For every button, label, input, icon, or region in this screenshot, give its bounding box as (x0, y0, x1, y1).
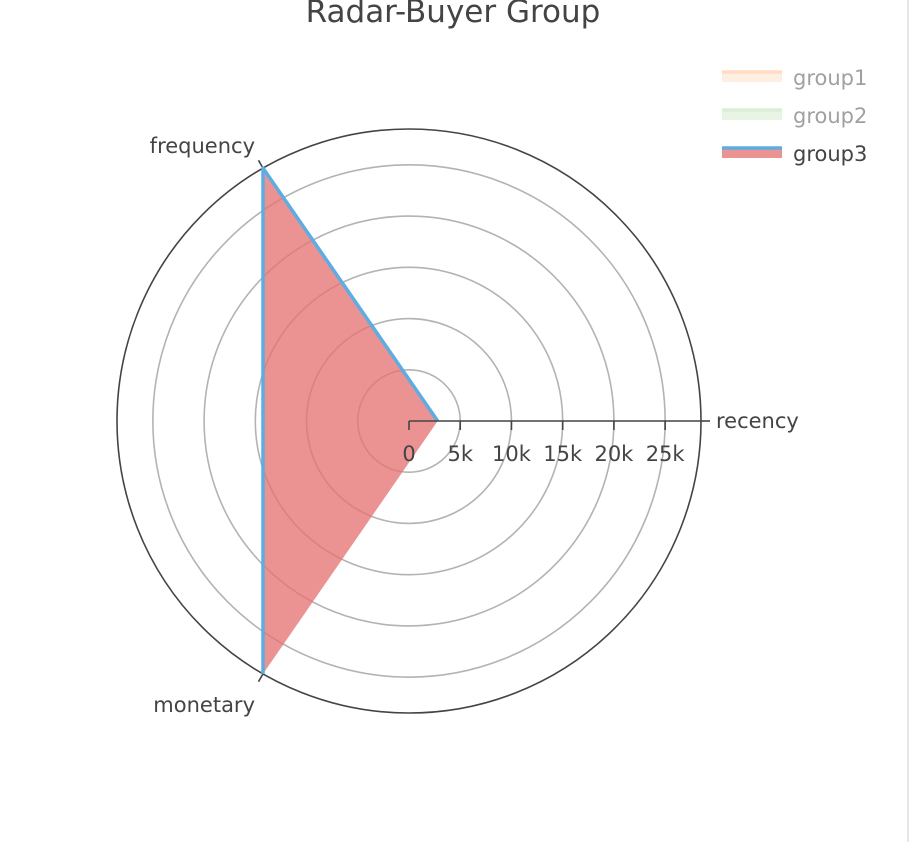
radial-tick-label-25000: 25k (646, 442, 686, 466)
angular-tick-monetary (259, 674, 264, 682)
legend-label-group2: group2 (793, 104, 867, 128)
radial-tick-label-10000: 10k (492, 442, 532, 466)
legend[interactable]: group1 group2 group3 (722, 66, 867, 166)
radial-tick-label-5000: 5k (447, 442, 473, 466)
radial-tick-label-20000: 20k (594, 442, 634, 466)
radial-tick-label-15000: 15k (543, 442, 583, 466)
window-edge (907, 0, 909, 842)
legend-item-group1[interactable]: group1 (722, 66, 867, 90)
axis-label-recency: recency (716, 409, 799, 433)
radial-ticks: 0 5k 10k 15k 20k 25k (402, 421, 701, 466)
chart-title: Radar-Buyer Group (306, 0, 601, 30)
axis-label-monetary: monetary (153, 693, 255, 717)
legend-item-group2[interactable]: group2 (722, 104, 867, 128)
axis-label-frequency: frequency (150, 134, 255, 158)
legend-label-group1: group1 (793, 66, 867, 90)
radial-tick-label-0: 0 (402, 442, 415, 466)
legend-item-group3[interactable]: group3 (722, 142, 867, 166)
legend-label-group3: group3 (793, 142, 867, 166)
